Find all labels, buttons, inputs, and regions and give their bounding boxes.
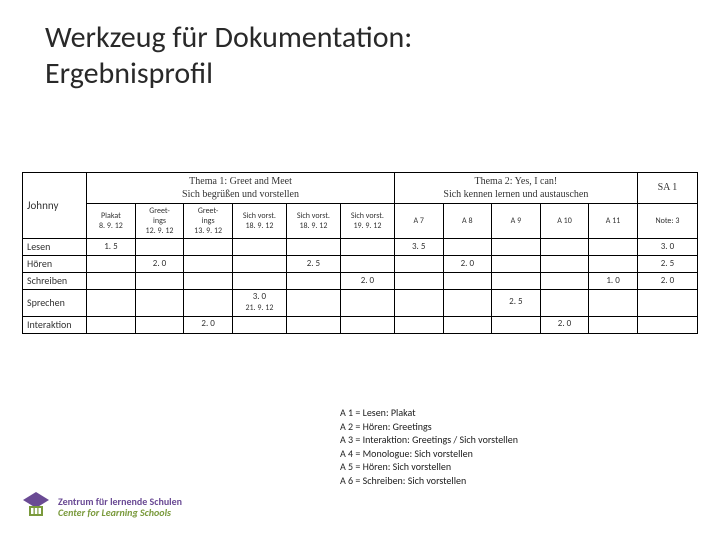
- row-label-sprechen: Sprechen: [23, 290, 87, 317]
- cell-4-1: [135, 316, 184, 333]
- row-label-schreiben: Schreiben: [23, 273, 87, 290]
- cell-4-9: 2. 0: [540, 316, 589, 333]
- cell-1-10: [589, 256, 638, 273]
- legend-line-2: A 3 = Interaktion: Greetings / Sich vors…: [340, 433, 518, 447]
- cell-3-2: [184, 290, 233, 317]
- thema1-header: Thema 1: Greet and Meet Sich begrüßen un…: [87, 173, 395, 204]
- cell-2-0: [87, 273, 136, 290]
- legend-line-0: A 1 = Lesen: Plakat: [340, 406, 518, 420]
- col-header-5: Sich vorst.19. 9. 12: [340, 204, 394, 239]
- logo-icon: [22, 492, 50, 522]
- cell-1-8: [492, 256, 541, 273]
- legend-line-1: A 2 = Hören: Greetings: [340, 420, 518, 434]
- thema2-header: Thema 2: Yes, I can! Sich kennen lernen …: [394, 173, 637, 204]
- col-header-8: A 9: [492, 204, 541, 239]
- cell-3-7: [443, 290, 492, 317]
- cell-0-0: 1. 5: [87, 239, 136, 256]
- col-header-0: Plakat8. 9. 12: [87, 204, 136, 239]
- student-name: Johnny: [23, 173, 87, 239]
- cell-4-5: [340, 316, 394, 333]
- cell-3-6: [394, 290, 443, 317]
- title-line1: Werkzeug für Dokumentation:: [45, 19, 412, 56]
- cell-3-4: [286, 290, 340, 317]
- result-profile-table: Johnny Thema 1: Greet and Meet Sich begr…: [22, 172, 698, 334]
- cell-0-2: [184, 239, 233, 256]
- cell-1-5: [340, 256, 394, 273]
- cell-3-9: [540, 290, 589, 317]
- cell-4-11: [637, 316, 697, 333]
- col-header-6: A 7: [394, 204, 443, 239]
- cell-2-2: [184, 273, 233, 290]
- cell-3-1: [135, 290, 184, 317]
- cell-2-6: [394, 273, 443, 290]
- legend-line-4: A 5 = Hören: Sich vorstellen: [340, 460, 518, 474]
- cell-3-10: [589, 290, 638, 317]
- title-line2: Ergebnisprofil: [45, 55, 213, 92]
- profile-table: Johnny Thema 1: Greet and Meet Sich begr…: [22, 172, 698, 334]
- cell-0-5: [340, 239, 394, 256]
- row-label-interaktion: Interaktion: [23, 316, 87, 333]
- cell-2-1: [135, 273, 184, 290]
- cell-4-3: [232, 316, 286, 333]
- cell-4-10: [589, 316, 638, 333]
- cell-4-2: 2. 0: [184, 316, 233, 333]
- page-title: Werkzeug für Dokumentation: Ergebnisprof…: [45, 20, 412, 92]
- cell-2-10: 1. 0: [589, 273, 638, 290]
- legend: A 1 = Lesen: PlakatA 2 = Hören: Greeting…: [340, 406, 518, 487]
- note-cell: Note: 3: [637, 204, 697, 239]
- cell-0-1: [135, 239, 184, 256]
- cell-2-4: [286, 273, 340, 290]
- cell-0-10: [589, 239, 638, 256]
- cell-0-4: [286, 239, 340, 256]
- cell-2-11: 2. 0: [637, 273, 697, 290]
- legend-line-5: A 6 = Schreiben: Sich vorstellen: [340, 474, 518, 488]
- cell-2-8: [492, 273, 541, 290]
- logo-text-en: Center for Learning Schools: [58, 506, 171, 519]
- col-header-10: A 11: [589, 204, 638, 239]
- col-header-7: A 8: [443, 204, 492, 239]
- logo-text: Zentrum für lernende Schulen Center for …: [58, 496, 182, 519]
- cell-1-11: 2. 5: [637, 256, 697, 273]
- cell-1-0: [87, 256, 136, 273]
- cell-4-8: [492, 316, 541, 333]
- cell-4-4: [286, 316, 340, 333]
- cell-1-2: [184, 256, 233, 273]
- sa-header: SA 1: [637, 173, 697, 204]
- col-header-4: Sich vorst.18. 9. 12: [286, 204, 340, 239]
- cell-2-3: [232, 273, 286, 290]
- cell-1-3: [232, 256, 286, 273]
- cell-3-8: 2. 5: [492, 290, 541, 317]
- cell-0-8: [492, 239, 541, 256]
- cell-2-9: [540, 273, 589, 290]
- cell-1-6: [394, 256, 443, 273]
- col-header-9: A 10: [540, 204, 589, 239]
- col-header-2: Greet-ings13. 9. 12: [184, 204, 233, 239]
- cell-0-11: 3. 0: [637, 239, 697, 256]
- cell-0-6: 3. 5: [394, 239, 443, 256]
- cell-0-3: [232, 239, 286, 256]
- col-header-3: Sich vorst.18. 9. 12: [232, 204, 286, 239]
- col-header-1: Greet-ings12. 9. 12: [135, 204, 184, 239]
- row-label-lesen: Lesen: [23, 239, 87, 256]
- cell-0-9: [540, 239, 589, 256]
- cell-4-6: [394, 316, 443, 333]
- cell-2-5: 2. 0: [340, 273, 394, 290]
- cell-3-11: [637, 290, 697, 317]
- cell-3-5: [340, 290, 394, 317]
- cell-1-9: [540, 256, 589, 273]
- cell-2-7: [443, 273, 492, 290]
- cell-1-4: 2. 5: [286, 256, 340, 273]
- cell-4-0: [87, 316, 136, 333]
- cell-0-7: [443, 239, 492, 256]
- cell-1-1: 2. 0: [135, 256, 184, 273]
- legend-line-3: A 4 = Monologue: Sich vorstellen: [340, 447, 518, 461]
- cell-3-0: [87, 290, 136, 317]
- cell-4-7: [443, 316, 492, 333]
- row-label-hören: Hören: [23, 256, 87, 273]
- footer-logo: Zentrum für lernende Schulen Center for …: [22, 492, 182, 522]
- cell-1-7: 2. 0: [443, 256, 492, 273]
- cell-3-3: 3. 021. 9. 12: [232, 290, 286, 317]
